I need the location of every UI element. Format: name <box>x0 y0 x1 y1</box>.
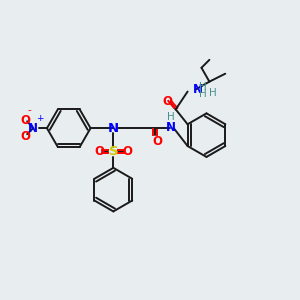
Text: O: O <box>20 130 30 142</box>
Text: N: N <box>28 122 38 135</box>
Text: H: H <box>200 82 207 92</box>
Text: N: N <box>166 121 176 134</box>
Text: O: O <box>122 146 132 158</box>
Text: N: N <box>193 83 202 96</box>
Text: O: O <box>20 114 30 127</box>
Text: H: H <box>209 88 217 98</box>
Text: H: H <box>200 88 207 98</box>
Text: N: N <box>108 122 119 135</box>
Text: O: O <box>152 135 162 148</box>
Text: H: H <box>167 112 175 122</box>
Text: +: + <box>36 114 44 123</box>
Text: -: - <box>27 105 31 115</box>
Text: O: O <box>94 146 104 158</box>
Text: S: S <box>109 146 118 158</box>
Text: O: O <box>163 95 173 108</box>
